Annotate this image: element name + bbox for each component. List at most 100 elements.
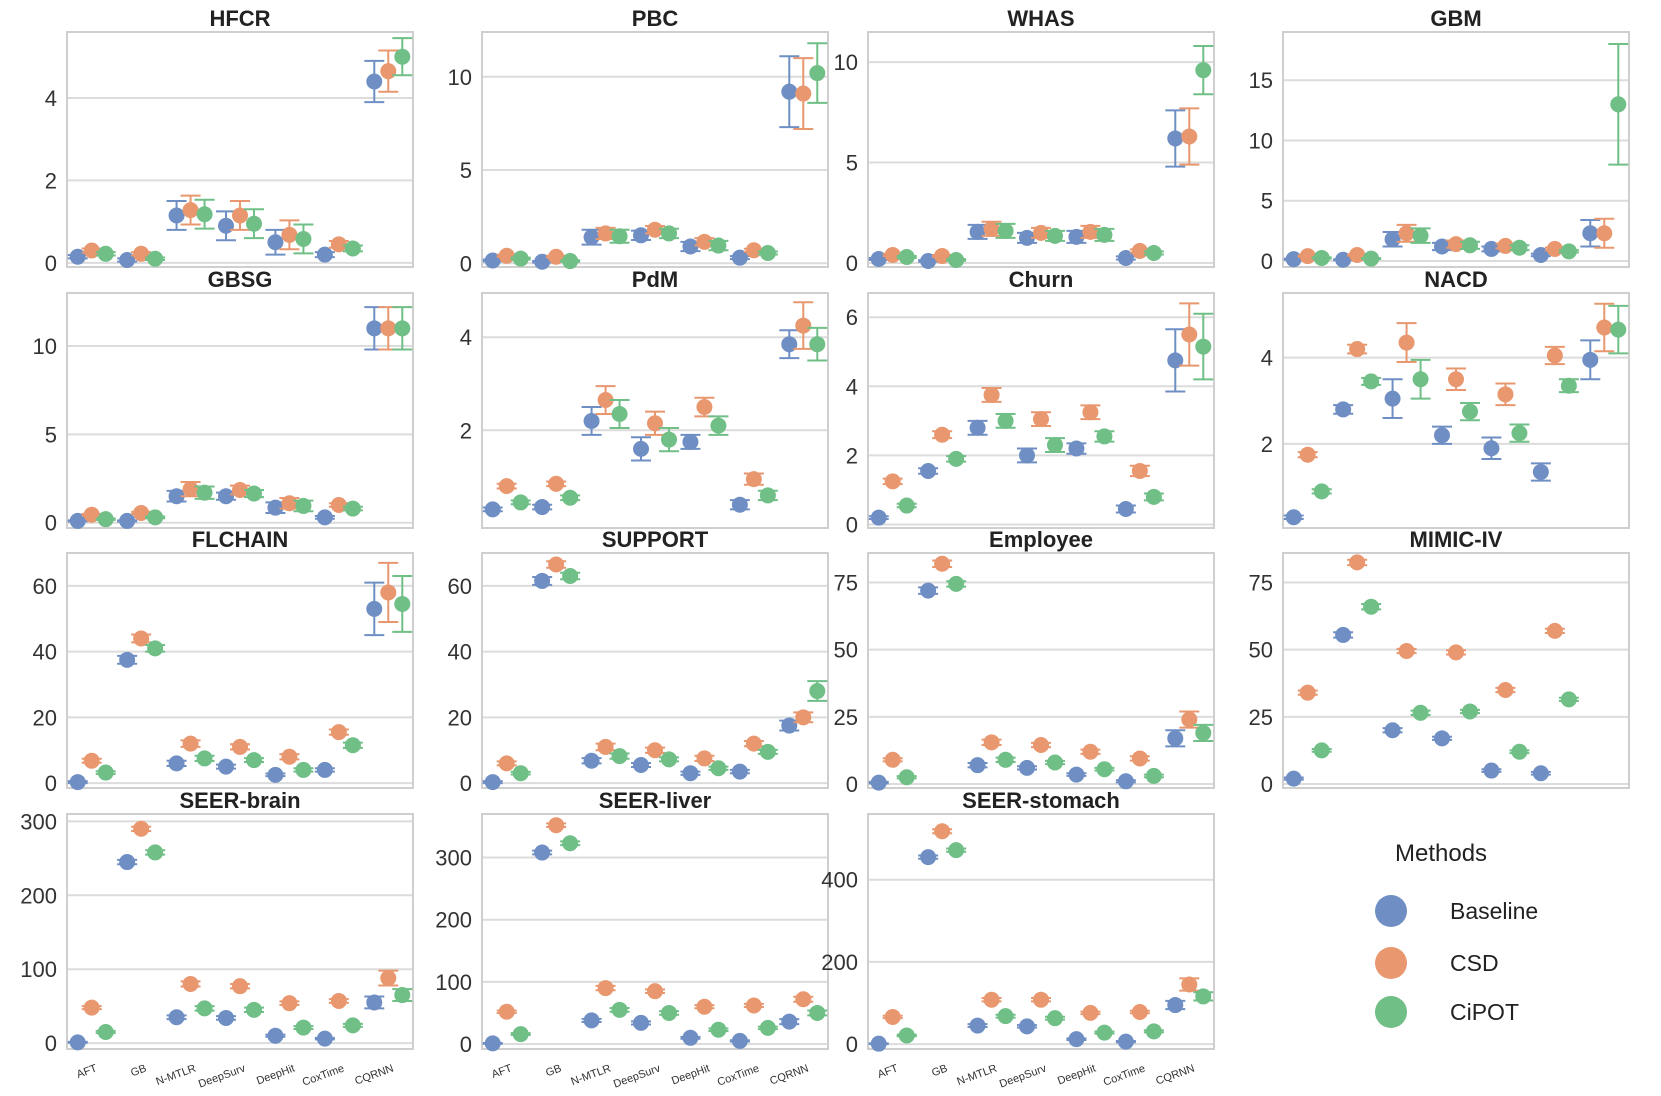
y-tick-label: 200	[435, 908, 472, 933]
point-baseline-deepsurv	[1017, 229, 1037, 246]
data-point	[997, 751, 1014, 768]
point-cipot-deephit	[708, 237, 729, 254]
point-csd-deepsurv	[1446, 644, 1466, 661]
point-csd-coxtime	[1129, 1004, 1150, 1021]
point-cipot-gb	[145, 640, 166, 657]
point-baseline-deepsurv	[216, 758, 236, 775]
point-baseline-aft	[482, 1035, 503, 1052]
point-baseline-gb	[117, 512, 138, 529]
data-point	[948, 251, 965, 268]
data-point	[1299, 684, 1316, 701]
data-point	[983, 386, 1000, 403]
data-point	[969, 757, 986, 774]
y-tick-label: 0	[1261, 249, 1273, 274]
point-baseline-gb	[918, 582, 939, 599]
point-baseline-deepsurv	[631, 436, 651, 462]
point-csd-cqrnn	[793, 991, 814, 1008]
point-csd-n-mtlr	[981, 734, 1002, 751]
point-baseline-coxtime	[1115, 500, 1136, 517]
data-point	[1384, 390, 1401, 407]
y-tick-label: 20	[448, 705, 472, 730]
data-point	[1313, 483, 1330, 500]
data-point	[1019, 1018, 1035, 1035]
y-tick-label: 400	[821, 868, 858, 893]
point-csd-aft	[882, 473, 903, 490]
point-cipot-deephit	[293, 223, 314, 255]
data-point	[281, 748, 298, 765]
point-cipot-coxtime	[757, 245, 778, 262]
data-point	[745, 997, 762, 1014]
point-baseline-aft	[868, 774, 889, 791]
data-point	[1033, 411, 1049, 428]
point-csd-deephit	[1080, 404, 1101, 421]
point-baseline-n-mtlr	[166, 1009, 187, 1026]
point-baseline-coxtime	[729, 249, 750, 266]
data-point	[1335, 401, 1352, 418]
point-baseline-n-mtlr	[967, 757, 988, 774]
point-cipot-n-mtlr	[609, 1001, 630, 1018]
point-cipot-deepsurv	[1045, 227, 1065, 244]
data-point	[147, 844, 164, 861]
data-point	[1511, 239, 1528, 256]
y-tick-label: 5	[460, 158, 472, 183]
point-csd-deephit	[1080, 1004, 1101, 1021]
point-csd-n-mtlr	[981, 991, 1002, 1008]
point-csd-deephit	[694, 750, 715, 767]
data-point	[232, 738, 248, 755]
point-cipot-n-mtlr	[995, 412, 1016, 429]
data-point	[366, 994, 383, 1011]
data-point	[119, 251, 136, 268]
point-cipot-gb	[946, 842, 967, 859]
data-point	[498, 247, 515, 264]
point-baseline-aft	[482, 501, 503, 518]
point-csd-coxtime	[328, 724, 349, 741]
data-point	[661, 1004, 677, 1021]
data-point	[196, 206, 213, 223]
x-tick-label: DeepSurv	[612, 1062, 663, 1090]
data-point	[295, 1019, 312, 1036]
point-cipot-deepsurv	[1045, 437, 1065, 454]
data-point	[1560, 691, 1577, 708]
data-point	[498, 1003, 515, 1020]
point-cipot-deepsurv	[244, 1001, 264, 1018]
point-baseline-gb	[117, 854, 138, 871]
point-cipot-deepsurv	[659, 751, 679, 768]
point-cipot-deephit	[293, 1019, 314, 1036]
data-point	[1145, 244, 1162, 261]
point-baseline-n-mtlr	[166, 755, 187, 772]
data-point	[330, 724, 347, 741]
point-baseline-coxtime	[1115, 1033, 1136, 1050]
point-baseline-coxtime	[1115, 773, 1136, 790]
point-cipot-aft	[510, 1026, 531, 1043]
point-csd-deepsurv	[230, 738, 250, 755]
data-point	[795, 317, 812, 334]
point-cipot-gb	[560, 568, 581, 585]
point-csd-aft	[496, 478, 517, 495]
point-baseline-gb	[918, 462, 939, 479]
data-point	[69, 512, 86, 529]
point-csd-gb	[932, 426, 953, 443]
data-point	[1145, 488, 1162, 505]
point-cipot-cqrnn	[807, 680, 828, 702]
point-cipot-gb	[946, 450, 967, 467]
point-baseline-aft	[868, 1035, 889, 1052]
point-cipot-cqrnn	[1193, 988, 1214, 1005]
panel-pdm: 2 4 PdM	[460, 267, 829, 529]
point-baseline-n-mtlr	[1382, 231, 1403, 248]
data-point	[759, 245, 776, 262]
plot-frame	[481, 813, 829, 1050]
point-cipot-aft	[896, 1027, 917, 1044]
data-point	[1145, 767, 1162, 784]
point-csd-deepsurv	[645, 983, 665, 1000]
point-baseline-cqrnn	[364, 59, 385, 104]
data-point	[498, 755, 515, 772]
point-csd-n-mtlr	[1396, 643, 1417, 660]
panel-employee: 0 25 50 75 Employee	[834, 527, 1215, 797]
point-csd-gb	[131, 630, 152, 647]
data-point	[1167, 130, 1184, 147]
data-point	[147, 640, 164, 657]
data-point	[1412, 704, 1429, 721]
point-baseline-deephit	[680, 1029, 701, 1046]
data-point	[597, 980, 614, 997]
point-cipot-aft	[510, 765, 531, 782]
